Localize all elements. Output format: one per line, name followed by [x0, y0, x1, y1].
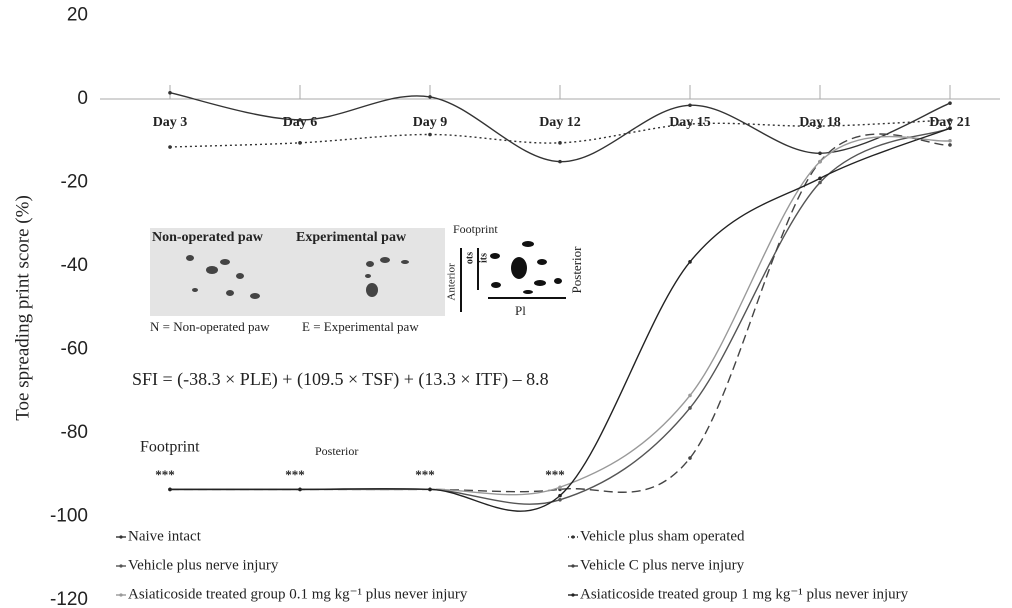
- data-point: [298, 487, 302, 492]
- annotation: Posterior: [315, 444, 358, 458]
- data-point: [948, 126, 952, 131]
- y-tick-label: -100: [50, 506, 88, 527]
- data-point: [428, 487, 432, 492]
- legend-label: Asiaticoside treated group 1 mg kg⁻¹ plu…: [580, 586, 909, 602]
- legend-marker: [571, 564, 575, 568]
- y-axis-label: Toe spreading print score (%): [12, 195, 33, 421]
- data-point: [818, 180, 822, 185]
- data-point: [688, 406, 692, 410]
- data-point: [948, 143, 952, 147]
- y-tick-label: -20: [61, 172, 88, 193]
- x-tick-label: Day 21: [929, 115, 971, 130]
- y-tick-label: -40: [61, 255, 88, 276]
- data-point: [818, 151, 822, 156]
- data-point: [558, 493, 562, 498]
- data-point: [948, 118, 952, 122]
- series-line: [169, 127, 951, 505]
- diagram-label: Anterior: [446, 263, 458, 301]
- data-point: [558, 141, 562, 145]
- data-point: [818, 159, 822, 164]
- x-tick-label: Day 9: [413, 115, 448, 130]
- data-point: [818, 124, 822, 128]
- diagram-label: Posterior: [569, 246, 584, 294]
- data-point: [818, 176, 822, 181]
- diagram-label: ots: [464, 252, 475, 264]
- data-point: [688, 122, 692, 126]
- inset-label: Experimental paw: [296, 230, 407, 245]
- data-point: [168, 90, 172, 95]
- y-tick-label: -60: [61, 339, 88, 360]
- y-tick-label: -120: [50, 589, 88, 608]
- inset-label: Non-operated paw: [152, 230, 264, 245]
- inset-photo: [150, 228, 445, 316]
- inset-caption: E = Experimental paw: [302, 319, 419, 334]
- y-tick-label: -80: [61, 422, 88, 443]
- diagram-title: Footprint: [453, 222, 498, 236]
- significance: ***: [285, 467, 305, 482]
- legend-marker: [119, 535, 123, 539]
- y-tick-label: 0: [77, 88, 88, 109]
- data-point: [558, 159, 562, 164]
- data-point: [688, 393, 692, 398]
- footprint-diagram: [460, 241, 566, 312]
- significance: ***: [415, 467, 435, 482]
- data-point: [428, 95, 432, 99]
- diagram-label: Pl: [515, 303, 526, 318]
- x-tick-label: Day 12: [539, 115, 581, 130]
- data-point: [428, 132, 432, 137]
- legend-label: Asiaticoside treated group 0.1 mg kg⁻¹ p…: [128, 586, 468, 602]
- legend-marker: [571, 593, 575, 597]
- data-point: [948, 101, 952, 105]
- data-point: [168, 487, 172, 492]
- significance: ***: [155, 467, 175, 482]
- x-tick-label: Day 6: [283, 115, 318, 130]
- data-point: [168, 145, 172, 149]
- legend-marker: [571, 535, 575, 539]
- legend-marker: [119, 564, 123, 568]
- series-line: [169, 127, 951, 512]
- formula: SFI = (-38.3 × PLE) + (109.5 × TSF) + (1…: [132, 369, 549, 390]
- legend-label: Vehicle C plus nerve injury: [580, 557, 745, 573]
- diagram-label: its: [478, 253, 489, 263]
- inset-caption: N = Non-operated paw: [150, 319, 270, 334]
- legend-label: Naive intact: [128, 528, 202, 544]
- data-point: [948, 138, 952, 143]
- data-point: [688, 103, 692, 108]
- x-tick-label: Day 3: [153, 115, 188, 130]
- data-point: [298, 118, 302, 122]
- data-point: [558, 498, 562, 502]
- significance: ***: [545, 467, 565, 482]
- legend-marker: [119, 593, 123, 597]
- data-point: [298, 141, 302, 145]
- data-point: [688, 456, 692, 460]
- legend-label: Vehicle plus sham operated: [580, 528, 745, 544]
- y-tick-label: 20: [67, 5, 88, 26]
- legend-label: Vehicle plus nerve injury: [128, 557, 279, 573]
- data-point: [688, 260, 692, 264]
- data-point: [558, 485, 562, 490]
- annotation: Footprint: [140, 439, 200, 456]
- x-tick-label: Day 18: [799, 115, 841, 130]
